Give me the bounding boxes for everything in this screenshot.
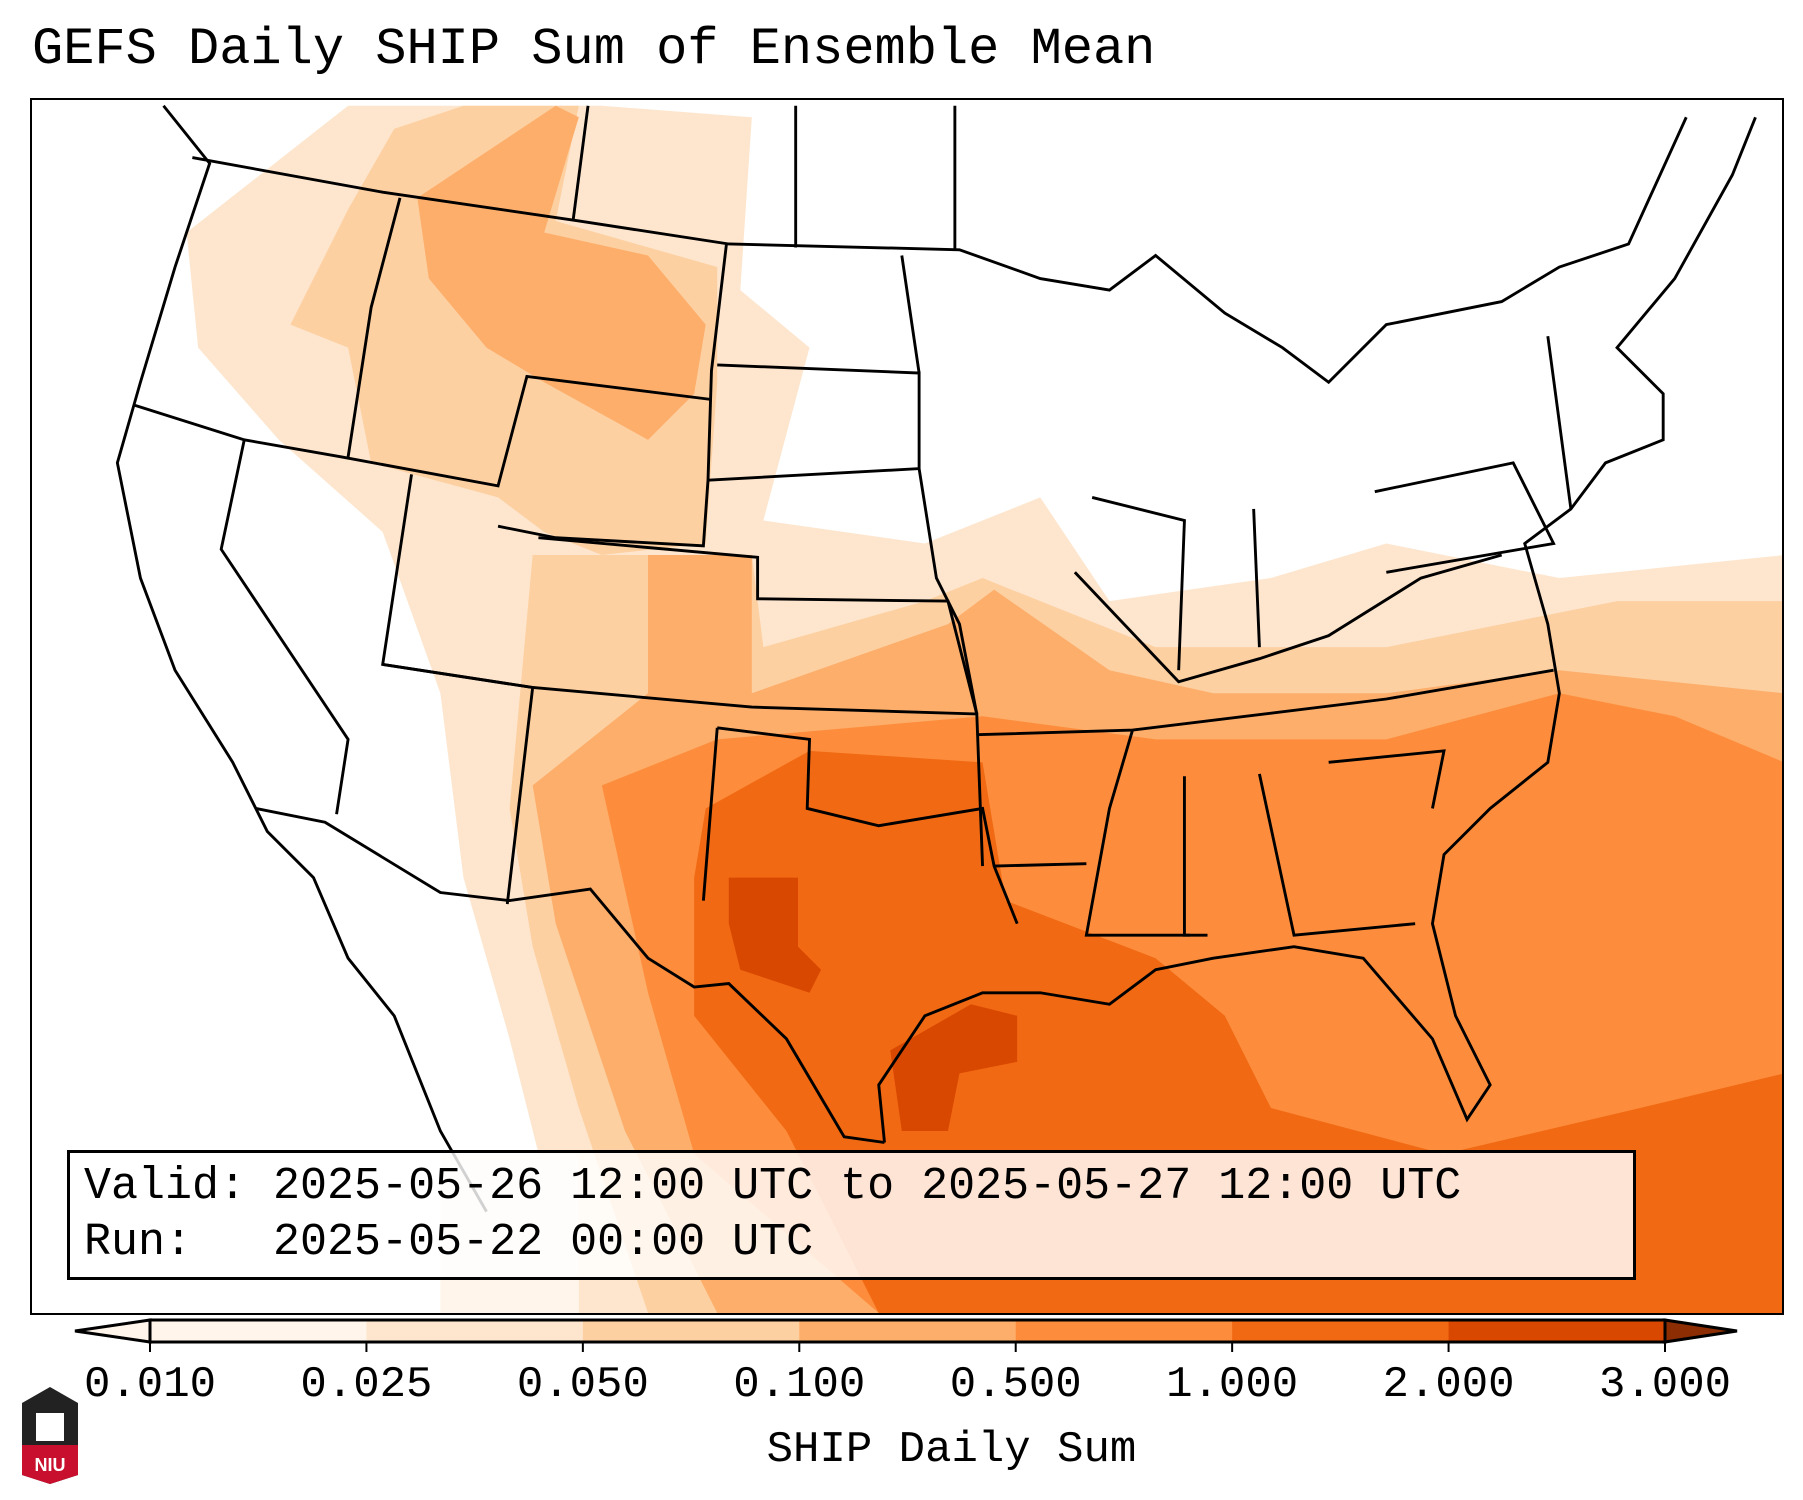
colorbar-tick-label: 3.000 bbox=[1598, 1360, 1732, 1410]
colorbar-tick-label: 2.000 bbox=[1382, 1360, 1515, 1410]
figure-title: GEFS Daily SHIP Sum of Ensemble Mean bbox=[32, 20, 1156, 79]
run-label: Run: bbox=[84, 1217, 193, 1268]
colorbar-tick-label: 0.500 bbox=[949, 1360, 1082, 1410]
map-panel bbox=[30, 98, 1784, 1315]
gulf-coast bbox=[877, 116, 1757, 1143]
colorbar-tick-label: 0.010 bbox=[83, 1360, 217, 1410]
run-time: 2025-05-22 00:00 UTC bbox=[273, 1217, 814, 1268]
colorbar bbox=[74, 1318, 1738, 1352]
ship-field-map bbox=[115, 104, 1782, 1313]
colorbar-bin-5 bbox=[1232, 1320, 1450, 1342]
valid-label: Valid: bbox=[84, 1161, 247, 1212]
niu-logo: NIU bbox=[22, 1387, 78, 1484]
colorbar-outline bbox=[148, 1318, 1667, 1344]
svg-text:NIU: NIU bbox=[35, 1455, 66, 1475]
colorbar-bin-0 bbox=[150, 1320, 367, 1342]
colorbar-extend-low bbox=[74, 1318, 152, 1344]
us-mexico-border bbox=[255, 807, 885, 1144]
state-boundaries bbox=[115, 104, 1757, 1213]
colorbar-extend-high bbox=[1663, 1318, 1738, 1344]
canada-border bbox=[192, 116, 1688, 385]
colorbar-bin-3 bbox=[799, 1320, 1017, 1342]
colorbar-tick-label: 0.025 bbox=[300, 1360, 433, 1410]
coastline-west bbox=[115, 104, 488, 1213]
valid-time-range: 2025-05-26 12:00 UTC to 2025-05-27 12:00… bbox=[273, 1161, 1462, 1212]
valid-run-info-box: Valid: 2025-05-26 12:00 UTC to 2025-05-2… bbox=[67, 1150, 1636, 1280]
colorbar-tick-label: 0.050 bbox=[516, 1360, 649, 1410]
colorbar-tick-label: 0.100 bbox=[733, 1360, 866, 1410]
colorbar-tick-label: 1.000 bbox=[1166, 1360, 1299, 1410]
colorbar-bin-2 bbox=[582, 1320, 800, 1342]
colorbar-bin-6 bbox=[1448, 1320, 1666, 1342]
colorbar-bin-4 bbox=[1015, 1320, 1233, 1342]
colorbar-bin-1 bbox=[366, 1320, 584, 1342]
colorbar-label: SHIP Daily Sum bbox=[766, 1425, 1137, 1475]
